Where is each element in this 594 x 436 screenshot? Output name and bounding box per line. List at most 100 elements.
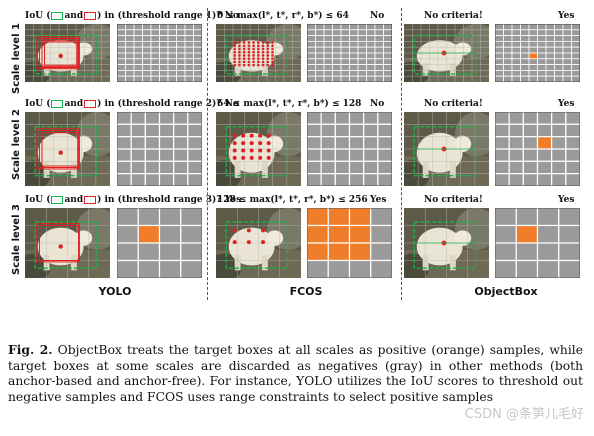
negative-cell	[193, 46, 202, 54]
negative-cell	[327, 259, 351, 278]
negative-cell	[520, 29, 530, 37]
negative-cell	[180, 259, 202, 278]
negative-cell	[558, 259, 580, 278]
negative-cell	[158, 224, 182, 244]
negative-cell	[125, 46, 135, 54]
negative-cell	[142, 40, 152, 48]
negative-cell	[117, 75, 126, 82]
negative-cell	[137, 259, 161, 278]
negative-cell	[520, 46, 530, 54]
negative-cell	[159, 40, 169, 48]
negative-cell	[528, 35, 538, 42]
negative-cell	[370, 259, 392, 278]
negative-cell	[554, 70, 564, 77]
negative-cell	[520, 75, 530, 82]
negative-cell	[562, 70, 572, 77]
negative-cell	[511, 64, 521, 71]
fcos-grid-scale-2	[307, 112, 392, 186]
fcos-image-scale-2	[216, 112, 301, 186]
negative-cell	[357, 64, 367, 71]
negative-cell	[511, 40, 521, 48]
negative-cell	[528, 58, 538, 65]
objectbox-answer-2: Yes	[558, 99, 575, 109]
negative-cell	[366, 64, 376, 71]
negative-cell	[142, 70, 152, 77]
negative-cell	[515, 242, 539, 262]
negative-cell	[545, 46, 555, 54]
negative-cell	[554, 58, 564, 65]
negative-cell	[565, 123, 580, 138]
negative-cell	[349, 24, 359, 31]
yolo-header-3: IoU (and) in (threshold range 3)? Yes	[25, 195, 241, 206]
negative-cell	[323, 29, 333, 37]
negative-cell	[562, 24, 572, 31]
negative-cell	[565, 112, 580, 125]
negative-cell	[184, 24, 194, 31]
negative-cell	[503, 70, 513, 77]
negative-cell	[511, 24, 521, 31]
yolo-grid-scale-3	[117, 208, 202, 278]
yolo-grid-scale-2	[117, 112, 202, 186]
negative-cell	[184, 64, 194, 71]
negative-cell	[363, 173, 379, 186]
negative-cell	[332, 58, 342, 65]
negative-cell	[528, 70, 538, 77]
negative-cell	[377, 123, 392, 138]
negative-cell	[167, 35, 177, 42]
negative-cell	[554, 46, 564, 54]
negative-cell	[323, 52, 333, 60]
negative-cell	[383, 29, 392, 37]
negative-cell	[184, 40, 194, 48]
yolo-header-2: IoU (and) in (threshold range 2)? No	[25, 99, 239, 110]
negative-cell	[167, 40, 177, 48]
negative-cell	[374, 52, 384, 60]
negative-cell	[159, 35, 169, 42]
negative-cell	[377, 173, 392, 186]
negative-cell	[187, 112, 202, 125]
yolo-image-scale-3	[25, 208, 110, 278]
negative-cell	[562, 40, 572, 48]
positive-cell	[327, 208, 351, 227]
negative-cell	[159, 29, 169, 37]
negative-cell	[125, 24, 135, 31]
negative-cell	[383, 24, 392, 31]
negative-cell	[565, 173, 580, 186]
negative-cell	[307, 70, 316, 77]
negative-cell	[363, 160, 379, 175]
negative-cell	[520, 58, 530, 65]
caption-label: Fig. 2.	[8, 342, 53, 357]
negative-cell	[511, 58, 521, 65]
column-separator	[401, 8, 402, 300]
negative-cell	[357, 24, 367, 31]
negative-cell	[363, 112, 379, 125]
negative-cell	[537, 46, 547, 54]
negative-cell	[537, 58, 547, 65]
negative-cell	[150, 29, 160, 37]
negative-cell	[545, 24, 555, 31]
negative-cell	[332, 52, 342, 60]
negative-cell	[117, 24, 126, 31]
negative-cell	[528, 64, 538, 71]
negative-cell	[551, 160, 567, 175]
negative-cell	[323, 24, 333, 31]
negative-cell	[193, 64, 202, 71]
negative-cell	[158, 136, 175, 150]
yolo-header-and: and	[64, 195, 84, 205]
negative-cell	[340, 24, 350, 31]
negative-cell	[117, 160, 132, 175]
negative-cell	[125, 75, 135, 82]
negative-cell	[536, 242, 560, 262]
negative-cell	[117, 224, 139, 244]
negative-cell	[370, 208, 392, 227]
negative-cell	[348, 160, 365, 175]
negative-cell	[495, 259, 517, 278]
negative-cell	[117, 58, 126, 65]
negative-cell	[348, 136, 365, 150]
negative-cell	[315, 46, 325, 54]
negative-cell	[320, 160, 336, 175]
negative-cell	[332, 46, 342, 54]
negative-cell	[332, 24, 342, 31]
yolo-grid-scale-1	[117, 24, 202, 82]
negative-cell	[508, 160, 524, 175]
negative-cell	[332, 75, 342, 82]
